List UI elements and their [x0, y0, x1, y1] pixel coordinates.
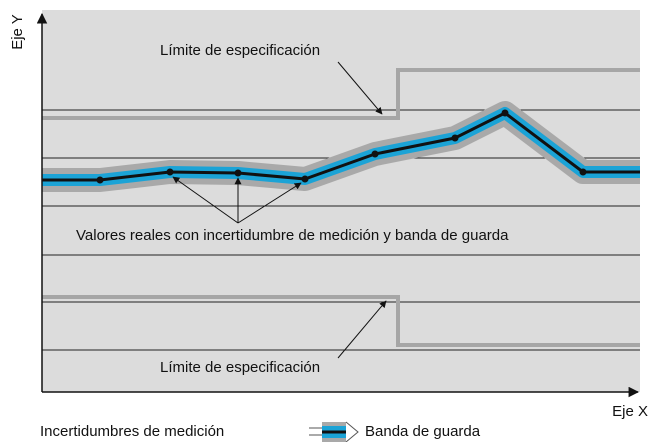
lower-limit-label: Límite de especificación [160, 359, 320, 376]
measurement-line [42, 101, 640, 192]
grid-lines [42, 109, 640, 351]
legend-swatch [309, 421, 359, 442]
pointer [337, 300, 387, 359]
x-axis-label: Eje X [612, 403, 648, 420]
legend-guard-band: Banda de guarda [365, 423, 481, 440]
pointer [337, 61, 383, 115]
plot-background [42, 10, 640, 392]
value-pointers [172, 176, 302, 224]
legend-uncertainty: Incertidumbres de medición [40, 423, 224, 440]
upper-limit-label: Límite de especificación [160, 42, 320, 59]
measurement-points [96, 109, 587, 184]
lower-spec-limit [42, 295, 640, 347]
upper-spec-limit [42, 68, 640, 120]
values-label: Valores reales con incertidumbre de medi… [76, 227, 509, 244]
y-axis-label: Eje Y [9, 14, 26, 50]
